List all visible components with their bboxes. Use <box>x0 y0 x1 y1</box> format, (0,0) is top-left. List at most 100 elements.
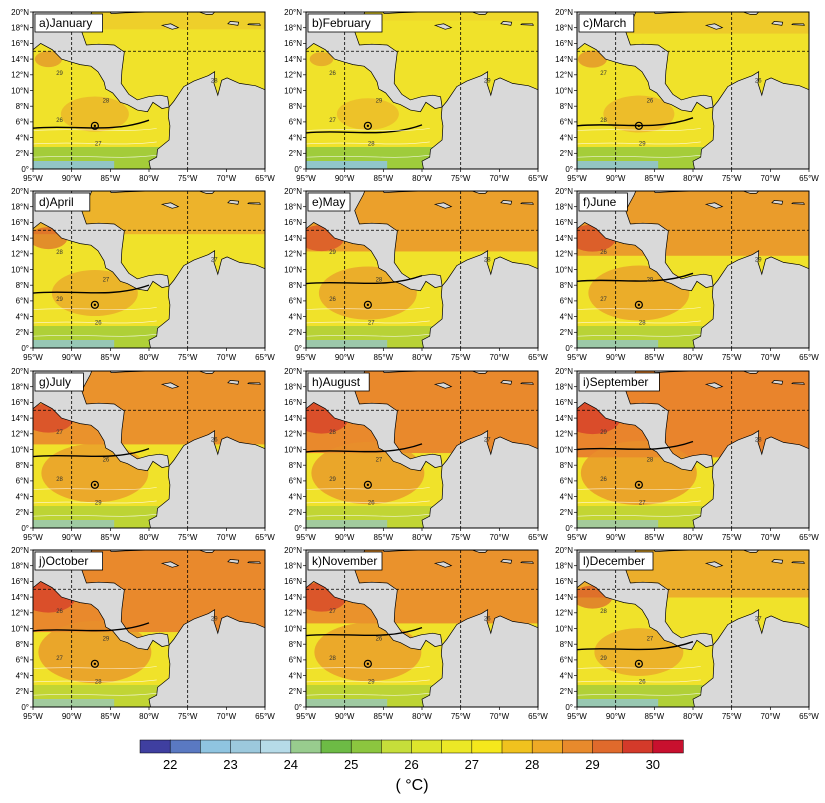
lon-tick-label: 70°W <box>490 533 510 542</box>
land-mass <box>227 380 240 385</box>
lat-tick-label: 8°N <box>16 461 30 470</box>
lon-tick-label: 90°W <box>606 353 626 362</box>
lat-tick-label: 20°N <box>11 8 29 17</box>
lat-tick-label: 14°N <box>284 55 302 64</box>
colorbar-swatch <box>230 739 262 754</box>
lon-tick-label: 90°W <box>606 174 626 183</box>
isotherm-line <box>33 500 157 504</box>
lat-tick-label: 4°N <box>16 671 30 680</box>
contour-28-line <box>33 284 150 294</box>
map-panel: 27 28 29 26 29 b)February 0° 2°N 4°N 6°N 8°N 10°N 12… <box>284 8 548 183</box>
lon-tick-label: 95°W <box>567 353 587 362</box>
lon-tick-label: 65°W <box>528 353 548 362</box>
lon-tick-label: 95°W <box>567 533 587 542</box>
panel-title: h)August <box>307 372 370 392</box>
map-panel: 26 27 28 29 28 i)September 0° 2°N 4°N 6°N 8°N 10°N 1… <box>555 367 819 542</box>
panel-title-box <box>307 372 370 392</box>
isotherm-line <box>33 692 157 696</box>
station-marker <box>363 121 372 130</box>
lat-tick-label: 20°N <box>284 8 302 17</box>
contour-label: 28 <box>647 457 654 463</box>
sst-field: 28 29 26 27 26 <box>33 371 265 528</box>
panel-title-label: f)June <box>583 195 617 209</box>
contour-label: 27 <box>755 617 762 623</box>
land-mass <box>247 23 262 26</box>
map-panel: 28 29 26 27 26 g)July 0° 2°N 4°N 6°N 8°N 10°N 12°N 14… <box>11 367 275 542</box>
lat-tick-label: 16°N <box>284 577 302 586</box>
lat-tick-label: 10°N <box>11 445 29 454</box>
lon-tick-label: 95°W <box>23 353 43 362</box>
lon-tick-label: 65°W <box>799 353 819 362</box>
lon-tick-label: 65°W <box>528 174 548 183</box>
lon-tick-label: 95°W <box>296 353 316 362</box>
station-marker <box>634 121 643 130</box>
contour-label: 29 <box>329 477 336 483</box>
lon-tick-label: 95°W <box>296 712 316 721</box>
lon-tick-label: 65°W <box>255 174 275 183</box>
lat-tick-label: 18°N <box>555 562 573 571</box>
station-dot <box>93 303 97 307</box>
lat-tick-label: 6°N <box>16 656 30 665</box>
isotherm-line <box>306 141 430 145</box>
lat-tick-label: 14°N <box>555 414 573 423</box>
contour-label: 26 <box>56 118 63 124</box>
isotherm-line <box>577 679 701 683</box>
land-mass <box>306 12 443 113</box>
lat-tick-label: 20°N <box>284 367 302 376</box>
lat-tick-label: 18°N <box>11 24 29 33</box>
warm-region <box>306 12 538 21</box>
land-mass <box>199 191 216 194</box>
contour-label: 26 <box>600 250 607 256</box>
lat-tick-label: 4°N <box>289 492 303 501</box>
contour-label: 26 <box>639 679 646 685</box>
station-dot <box>637 124 641 128</box>
lat-tick-label: 0° <box>21 524 29 533</box>
land-mass <box>306 371 443 472</box>
isotherm-line <box>33 666 157 669</box>
warm-pool <box>580 441 697 506</box>
contour-label: 29 <box>56 71 63 77</box>
lat-tick-label: 8°N <box>560 281 574 290</box>
lon-tick-label: 80°W <box>683 353 703 362</box>
land-mass <box>433 382 453 389</box>
lon-tick-label: 95°W <box>296 533 316 542</box>
lon-tick-label: 95°W <box>296 174 316 183</box>
land-mass <box>692 430 809 528</box>
station-marker <box>363 480 372 489</box>
lon-tick-label: 90°W <box>335 533 355 542</box>
contour-label: 27 <box>56 430 63 436</box>
land-mass <box>577 371 714 472</box>
isotherm-line <box>33 679 157 683</box>
warm-pool <box>603 95 675 133</box>
station-dot <box>93 662 97 666</box>
lon-tick-label: 75°W <box>178 712 198 721</box>
lat-tick-label: 14°N <box>284 234 302 243</box>
lat-tick-label: 0° <box>565 524 573 533</box>
contour-label: 26 <box>103 457 110 463</box>
lat-tick-label: 16°N <box>555 398 573 407</box>
panel-title-label: h)August <box>312 375 361 389</box>
land-mass <box>160 382 180 389</box>
panel-title-label: i)September <box>583 375 648 389</box>
station-dot <box>93 124 97 128</box>
contour-28-line <box>306 626 423 637</box>
panels-grid: 26 27 28 29 28 a)January 0° 2°N 4°N 6°N 8°N 10°N 12°… <box>11 8 819 721</box>
lat-tick-label: 20°N <box>11 367 29 376</box>
land-mass <box>199 550 216 553</box>
lat-tick-label: 18°N <box>11 203 29 212</box>
contour-28-line <box>33 622 150 632</box>
lon-tick-label: 70°W <box>761 712 781 721</box>
lat-tick-label: 0° <box>294 703 302 712</box>
land-mass <box>421 609 538 707</box>
land-mass <box>433 202 453 209</box>
lat-tick-label: 6°N <box>560 118 574 127</box>
cold-band <box>306 520 388 528</box>
isotherm-line <box>577 692 701 696</box>
lat-tick-label: 18°N <box>284 24 302 33</box>
land-mass <box>199 12 216 15</box>
lat-tick-label: 20°N <box>284 187 302 196</box>
contour-label: 26 <box>95 320 102 326</box>
land-mass <box>520 382 535 385</box>
contour-28-line <box>577 440 694 451</box>
lon-tick-label: 65°W <box>528 533 548 542</box>
